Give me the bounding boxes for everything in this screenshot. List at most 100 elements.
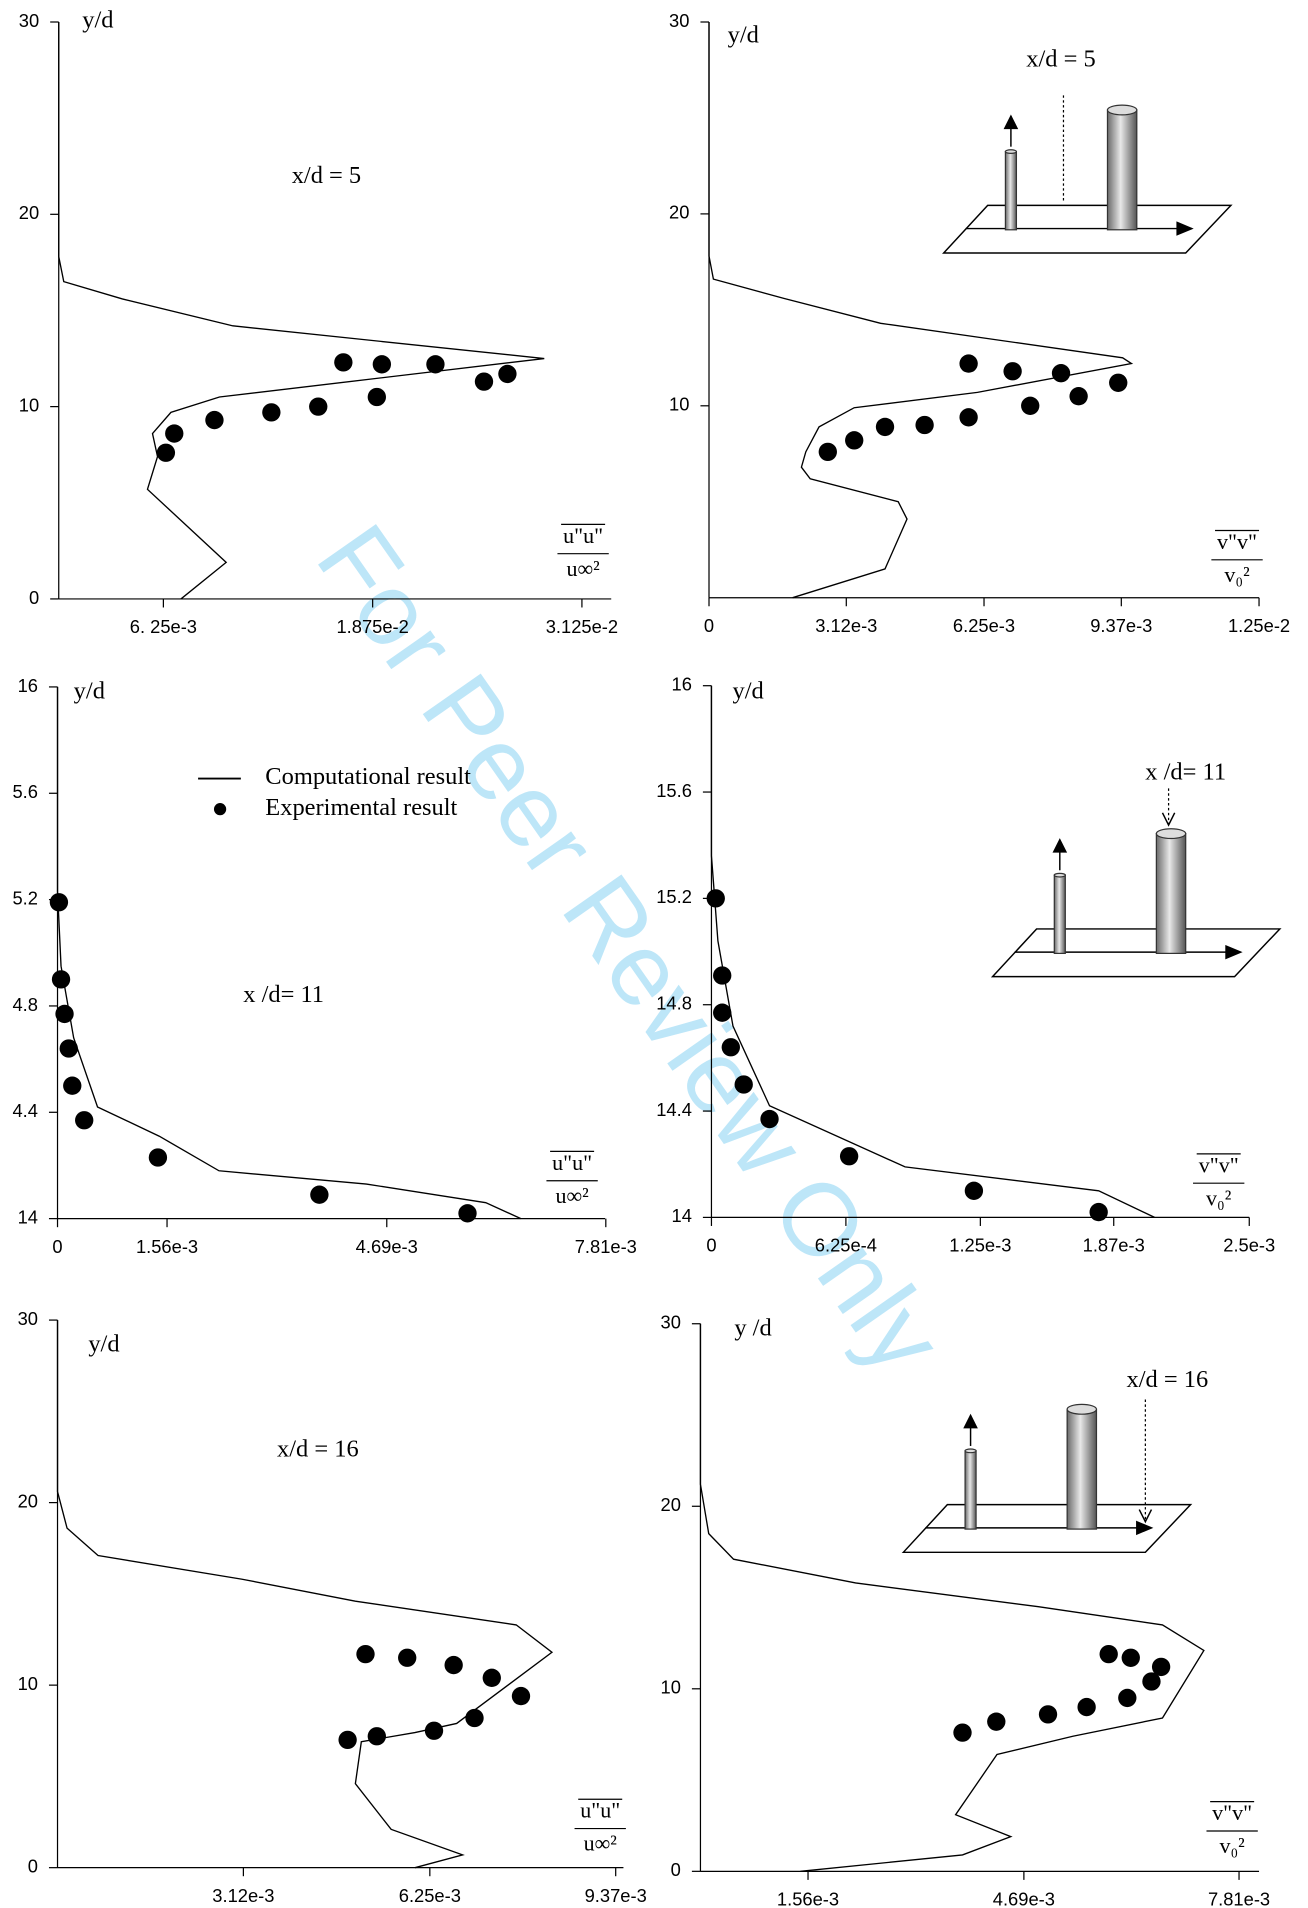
x-tick-label: 1.25e-2 — [1228, 615, 1290, 636]
y-tick-label: 30 — [669, 10, 689, 31]
x-tick-label: 6.25e-3 — [953, 615, 1015, 636]
cylinder — [1106, 109, 1138, 231]
x-tick-label: 9.37e-3 — [585, 1885, 647, 1906]
experimental-point — [482, 1668, 501, 1688]
x-tick-label: 9.37e-3 — [1090, 615, 1152, 636]
experimental-point — [845, 431, 864, 450]
experimental-point — [1021, 396, 1040, 415]
computed-line — [708, 22, 1134, 599]
experimental-point — [474, 372, 494, 391]
y-axis-label: y/d — [728, 21, 759, 48]
x-tick-label: 1.56e-3 — [136, 1236, 198, 1257]
cylinder-top — [1066, 1403, 1098, 1415]
experimental-point — [356, 1644, 375, 1664]
x-tick-label: 3.125e-2 — [546, 616, 618, 637]
x-axis-label-numerator: v"v" — [1212, 1800, 1252, 1825]
x-tick-label: 7.81e-3 — [575, 1236, 637, 1257]
experimental-point — [1051, 364, 1071, 383]
experimental-point — [959, 354, 978, 373]
cylinder — [1155, 832, 1187, 955]
annotation: x/d = 16 — [277, 1435, 359, 1462]
x-tick-label: 0 — [52, 1236, 62, 1257]
y-tick-label: 4.8 — [12, 994, 37, 1015]
annotation: x/d = 5 — [1026, 46, 1095, 73]
y-tick-label: 0 — [671, 1859, 681, 1880]
cylinder-top — [1004, 149, 1018, 155]
y-tick-label: 16 — [672, 674, 692, 695]
experimental-point — [1089, 1202, 1108, 1222]
cylinder — [1066, 1408, 1098, 1530]
x-axis-label-denominator: u∞² — [555, 1183, 589, 1208]
cylinder-top — [1106, 104, 1138, 116]
arrow-head — [1003, 114, 1019, 130]
y-axis-label: y/d — [74, 678, 105, 705]
x-tick-label: 0 — [706, 1235, 716, 1256]
experimental-point — [760, 1109, 779, 1129]
cylinder — [964, 1450, 977, 1530]
arrow-head — [1161, 812, 1176, 827]
x-axis-label-denominator: u∞² — [566, 556, 600, 581]
arrow-head — [1176, 221, 1194, 236]
annotation: x/d = 16 — [1127, 1366, 1209, 1393]
experimental-point — [1121, 1648, 1140, 1667]
y-tick-label: 10 — [19, 394, 39, 415]
y-tick-label: 0 — [28, 1856, 38, 1877]
x-axis-label-numerator: v"v" — [1217, 529, 1257, 554]
y-tick-label: 5.6 — [12, 781, 37, 802]
y-tick-label: 30 — [660, 1312, 680, 1333]
experimental-point — [839, 1147, 859, 1166]
x-tick-label: 1.56e-3 — [777, 1889, 839, 1908]
experimental-point — [511, 1686, 531, 1706]
experimental-point — [156, 443, 176, 462]
x-axis-label-numerator: u"u" — [580, 1798, 620, 1823]
y-axis-label: y /d — [734, 1314, 771, 1341]
experimental-point — [465, 1708, 484, 1728]
legend-label: Computational result — [265, 763, 471, 790]
experimental-point — [1109, 373, 1128, 392]
x-tick-label: 6.25e-3 — [399, 1885, 461, 1906]
y-tick-label: 16 — [18, 675, 38, 696]
experimental-point — [424, 1721, 444, 1740]
x-tick-label: 7.81e-3 — [1208, 1889, 1270, 1908]
experimental-point — [713, 966, 732, 985]
experimental-point — [444, 1655, 463, 1675]
x-tick-label: 1.875e-2 — [336, 616, 408, 637]
legend-label: Experimental result — [265, 794, 457, 821]
arrow-head — [1052, 838, 1068, 853]
y-tick-label: 30 — [19, 10, 39, 31]
y-axis-label: y/d — [82, 7, 113, 34]
y-axis-label: y/d — [732, 678, 763, 705]
y-tick-label: 0 — [29, 587, 39, 608]
y-tick-label: 20 — [669, 202, 689, 223]
y-tick-label: 14.8 — [656, 993, 692, 1014]
experimental-point — [721, 1038, 740, 1057]
experimental-point — [987, 1712, 1006, 1731]
experimental-point — [498, 364, 517, 384]
experimental-point — [959, 408, 978, 427]
experimental-point — [818, 442, 837, 462]
experimental-point — [51, 970, 71, 989]
y-tick-label: 4.4 — [12, 1100, 37, 1121]
x-tick-label: 1.25e-3 — [949, 1235, 1011, 1256]
y-tick-label: 15.6 — [656, 780, 692, 801]
y-tick-label: 20 — [660, 1494, 680, 1515]
experimental-point — [309, 397, 328, 416]
experimental-point — [458, 1204, 477, 1223]
arrow-head — [1138, 1509, 1153, 1524]
y-tick-label: 10 — [18, 1673, 38, 1694]
watermark: For Peer Review Only — [295, 504, 965, 1393]
x-tick-label: 6.25e-4 — [815, 1235, 877, 1256]
x-axis-label-numerator: u"u" — [552, 1150, 592, 1175]
annotation: x /d= 11 — [1145, 758, 1226, 785]
experimental-point — [49, 893, 69, 912]
cylinder — [1004, 150, 1018, 231]
experimental-point — [372, 355, 392, 374]
experimental-point — [1099, 1644, 1118, 1664]
y-tick-label: 10 — [669, 394, 689, 415]
experimental-point — [55, 1004, 74, 1024]
x-tick-label: 3.12e-3 — [815, 615, 877, 636]
experimental-point — [310, 1185, 329, 1204]
experimental-point — [1038, 1705, 1058, 1724]
